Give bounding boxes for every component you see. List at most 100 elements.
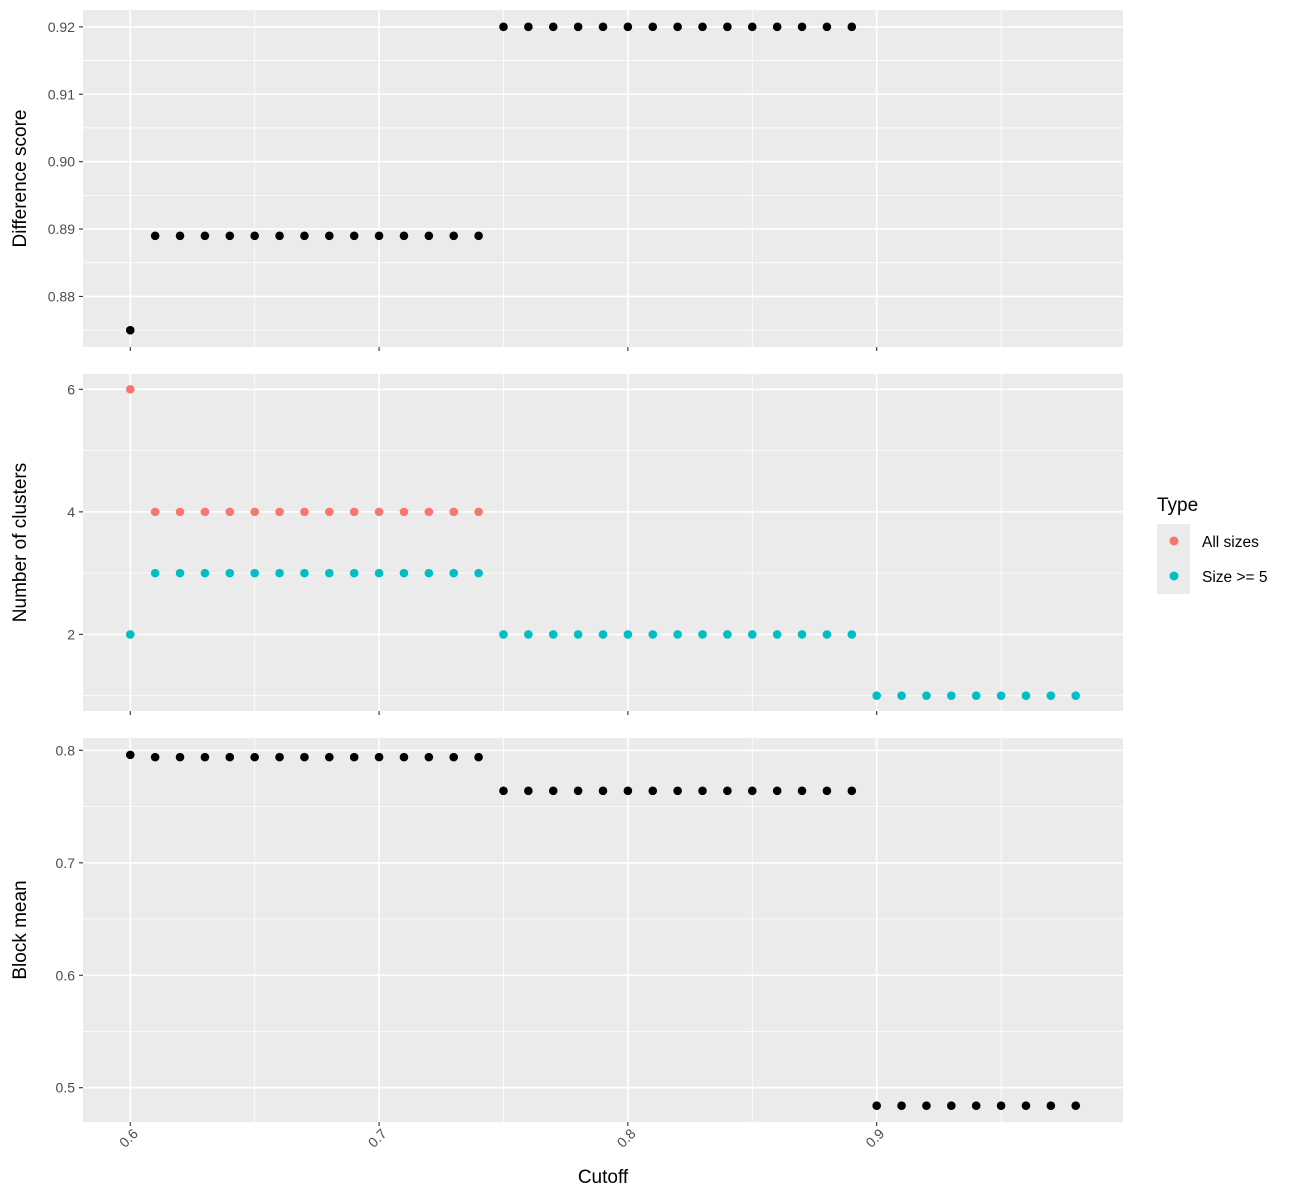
data-point (449, 752, 459, 762)
facet-panel: 0.5 0.6 0.7 0.8 Block mean (10, 738, 1123, 1126)
data-point (598, 630, 608, 639)
facet-panels: 0.88 0.89 0.90 0.91 0.92 Difference score 2 4 6 N… (10, 10, 1123, 1126)
data-point (175, 752, 185, 762)
y-tick-label: 4 (67, 504, 75, 520)
data-point (598, 786, 608, 796)
data-point (125, 750, 135, 760)
data-point (499, 22, 508, 32)
y-tick-label: 0.8 (56, 742, 76, 758)
data-point (971, 1101, 981, 1110)
data-point (524, 786, 533, 796)
data-point (623, 630, 633, 639)
y-axis-title: Number of clusters (10, 463, 31, 622)
data-point (797, 786, 807, 796)
x-tick-label: 0.7 (365, 1125, 390, 1150)
data-point (598, 22, 608, 32)
data-point (125, 325, 135, 335)
data-point (648, 786, 658, 796)
data-point (225, 752, 235, 762)
data-point (325, 752, 334, 762)
y-tick-label: 0.92 (48, 19, 75, 35)
data-point (275, 231, 284, 241)
data-point (474, 568, 483, 578)
data-point (424, 568, 434, 578)
data-point (772, 22, 782, 32)
panel-background (83, 374, 1123, 711)
data-point (150, 752, 160, 762)
facet-panel: 2 4 6 Number of clusters (10, 374, 1123, 715)
data-point (449, 507, 459, 517)
data-point (897, 1101, 906, 1110)
data-point (723, 630, 732, 639)
data-point (300, 752, 309, 762)
data-point (1021, 691, 1031, 700)
data-point (399, 507, 409, 517)
data-point (847, 786, 857, 796)
data-point (399, 568, 409, 578)
data-point (922, 691, 931, 700)
data-point (474, 231, 483, 241)
data-point (325, 507, 334, 517)
data-point (499, 786, 508, 796)
data-point (872, 1101, 881, 1110)
data-point (573, 786, 583, 796)
data-point (673, 630, 682, 639)
data-point (349, 568, 359, 578)
data-point (772, 786, 782, 796)
data-point (797, 22, 807, 32)
data-point (225, 231, 235, 241)
data-point (648, 22, 658, 32)
y-tick-label: 0.89 (48, 221, 75, 237)
data-point (300, 568, 309, 578)
data-point (698, 630, 707, 639)
data-point (897, 691, 906, 700)
data-point (275, 507, 284, 517)
data-point (300, 231, 309, 241)
data-point (374, 568, 384, 578)
y-tick-label: 2 (67, 626, 75, 642)
data-point (150, 568, 160, 578)
data-point (349, 507, 359, 517)
data-point (548, 22, 558, 32)
data-point (125, 630, 135, 639)
data-point (250, 752, 259, 762)
x-axis: 0.6 0.7 0.8 0.9 (116, 1125, 888, 1150)
x-tick-label: 0.8 (614, 1125, 639, 1150)
data-point (698, 22, 707, 32)
data-point (847, 630, 857, 639)
data-point (822, 786, 832, 796)
y-tick-label: 0.91 (48, 86, 75, 102)
data-point (175, 507, 185, 517)
data-point (449, 568, 459, 578)
data-point (822, 630, 832, 639)
data-point (325, 568, 334, 578)
panel-background (83, 10, 1123, 347)
y-tick-label: 0.90 (48, 154, 75, 170)
y-tick-label: 0.6 (56, 967, 76, 983)
data-point (822, 22, 832, 32)
data-point (200, 507, 210, 517)
data-point (922, 1101, 931, 1110)
y-axis-title: Difference score (10, 110, 31, 248)
data-point (723, 22, 732, 32)
data-point (200, 231, 210, 241)
data-point (847, 22, 857, 32)
data-point (175, 568, 185, 578)
data-point (623, 22, 633, 32)
data-point (125, 385, 135, 394)
data-point (499, 630, 508, 639)
data-point (623, 786, 633, 796)
data-point (1071, 1101, 1081, 1110)
data-point (424, 507, 434, 517)
data-point (698, 786, 707, 796)
data-point (250, 231, 259, 241)
data-point (1071, 691, 1081, 700)
data-point (225, 507, 235, 517)
legend-label-all-sizes: All sizes (1202, 534, 1259, 551)
data-point (374, 231, 384, 241)
data-point (673, 22, 682, 32)
y-tick-label: 0.88 (48, 288, 75, 304)
y-tick-label: 6 (67, 381, 75, 397)
data-point (648, 630, 658, 639)
